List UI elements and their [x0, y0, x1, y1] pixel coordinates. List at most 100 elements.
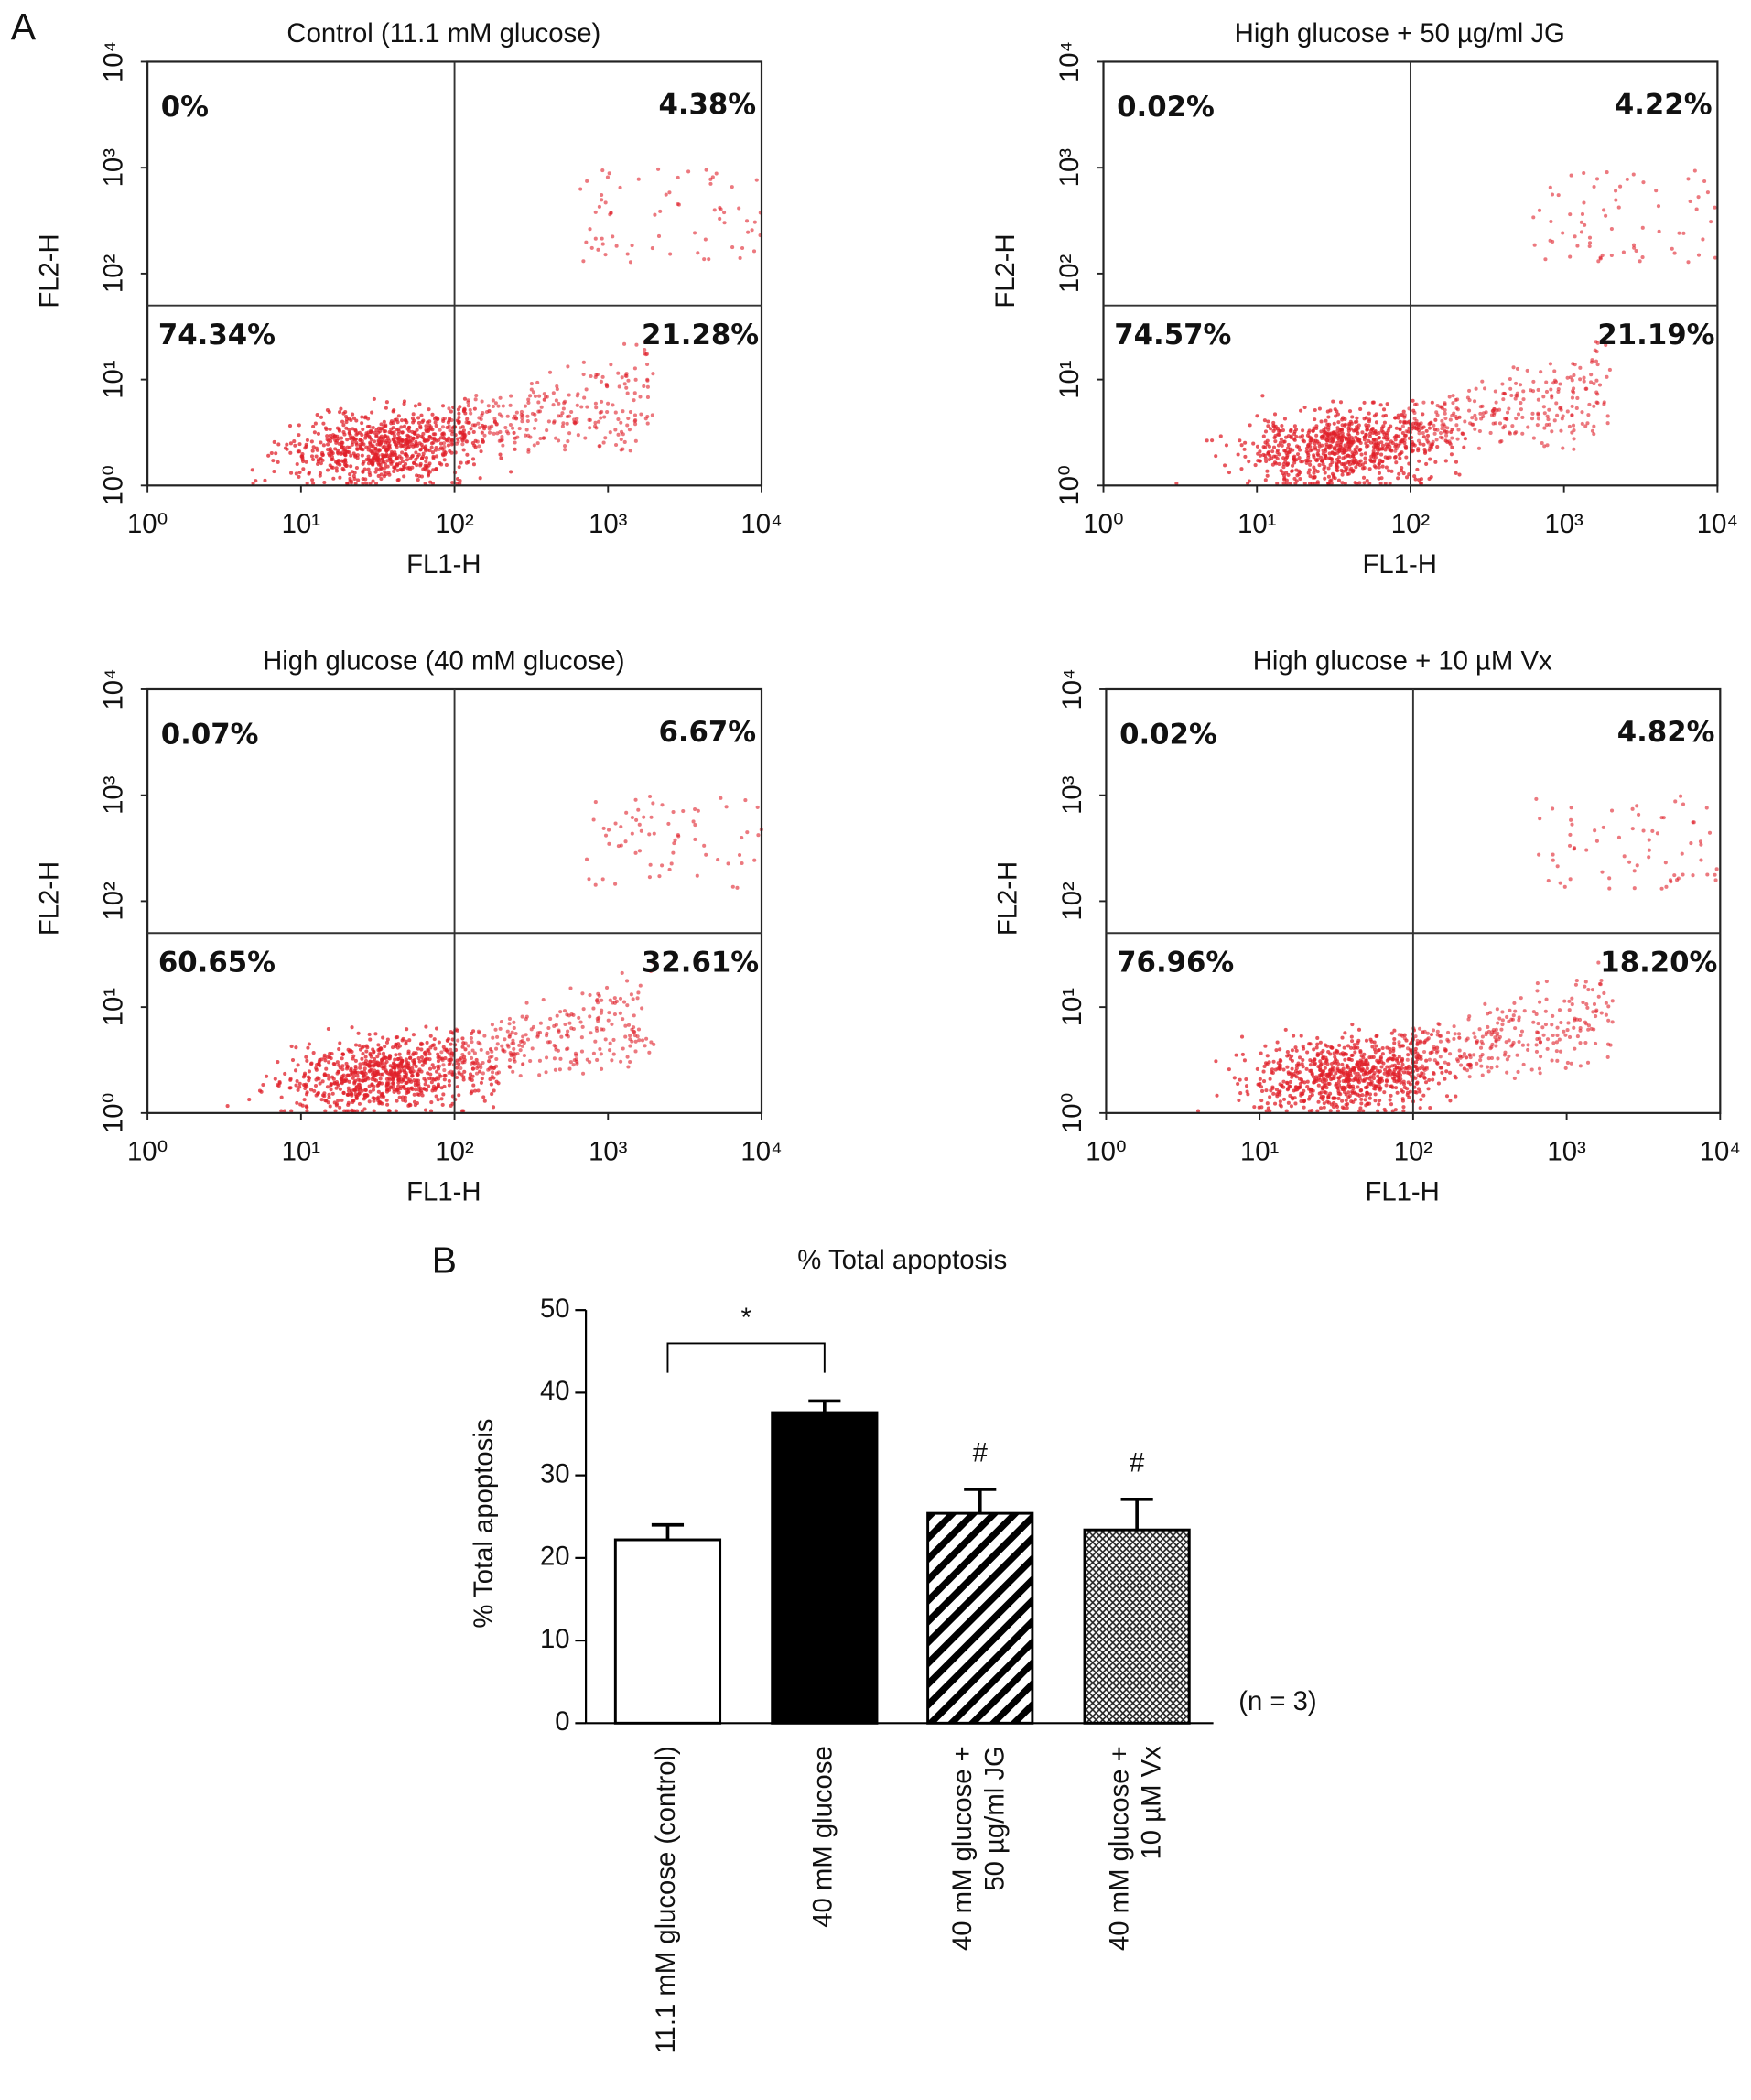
- event-dot: [1319, 1074, 1324, 1078]
- event-dot: [1294, 434, 1299, 439]
- y-axis-label: FL2-H: [993, 861, 1023, 936]
- event-dot: [695, 873, 699, 878]
- quadrant-label: 4.22%: [1615, 88, 1713, 121]
- event-dot: [1278, 1047, 1282, 1052]
- event-dot: [589, 1031, 593, 1035]
- x-tick-label: 10³: [589, 509, 628, 539]
- event-dot: [363, 1088, 368, 1092]
- event-dot: [1407, 1095, 1411, 1099]
- event-dot: [1276, 432, 1281, 437]
- event-dot: [1607, 367, 1612, 373]
- event-dot: [535, 441, 540, 446]
- event-dot: [1529, 1067, 1534, 1072]
- event-dot: [1364, 416, 1368, 420]
- event-dot: [1263, 478, 1268, 482]
- event-dot: [1289, 434, 1293, 438]
- event-dot: [1545, 1037, 1551, 1042]
- event-dot: [1343, 443, 1347, 448]
- event-dot: [1356, 1041, 1360, 1045]
- quadrant-label: 32.61%: [642, 946, 759, 979]
- event-dot: [560, 424, 565, 428]
- event-dot: [375, 450, 380, 455]
- event-dot: [603, 436, 608, 440]
- event-dot: [356, 478, 361, 482]
- event-dot: [1314, 433, 1319, 438]
- event-dot: [603, 833, 609, 838]
- event-dot: [730, 884, 735, 889]
- event-dot: [351, 412, 355, 417]
- event-dot: [1353, 1077, 1357, 1081]
- event-dot: [1599, 1011, 1604, 1015]
- event-dot: [608, 430, 612, 435]
- event-dot: [1271, 445, 1277, 449]
- event-dot: [466, 404, 470, 408]
- event-dot: [1353, 1070, 1357, 1075]
- event-dot: [282, 1109, 286, 1113]
- event-dot: [1594, 839, 1599, 843]
- event-dot: [1394, 434, 1399, 438]
- event-dot: [474, 1057, 479, 1063]
- event-dot: [364, 481, 369, 486]
- event-dot: [419, 1047, 424, 1052]
- event-dot: [385, 1082, 390, 1087]
- event-dot: [1354, 435, 1358, 439]
- event-dot: [1597, 383, 1603, 387]
- y-tick-label: 10¹: [99, 360, 129, 399]
- event-dot: [1409, 1049, 1413, 1054]
- event-dot: [1452, 1036, 1456, 1042]
- event-dot: [457, 415, 461, 420]
- event-dot: [287, 1086, 292, 1090]
- event-dot: [498, 395, 503, 400]
- event-dot: [1273, 439, 1278, 444]
- event-dot: [1515, 391, 1519, 395]
- event-dot: [1534, 1043, 1539, 1047]
- event-dot: [750, 228, 754, 233]
- event-dot: [1377, 461, 1381, 466]
- event-dot: [1340, 431, 1345, 436]
- event-dot: [613, 821, 618, 826]
- event-dot: [310, 449, 315, 453]
- event-dot: [543, 395, 548, 399]
- event-dot: [716, 858, 720, 862]
- event-dot: [1367, 423, 1371, 428]
- event-dot: [402, 474, 406, 479]
- event-dot: [1403, 444, 1408, 449]
- event-dot: [614, 244, 619, 248]
- event-dot: [1570, 430, 1574, 435]
- event-dot: [443, 1073, 448, 1077]
- event-dot: [1323, 464, 1327, 470]
- event-dot: [1542, 426, 1547, 430]
- event-dot: [1425, 433, 1431, 438]
- event-dot: [1312, 465, 1316, 470]
- event-dot: [1414, 1060, 1419, 1065]
- event-dot: [567, 431, 572, 436]
- event-dot: [633, 377, 638, 382]
- event-dot: [1448, 1099, 1453, 1103]
- event-dot: [355, 1070, 360, 1075]
- event-dot: [450, 481, 455, 485]
- event-dot: [460, 438, 465, 442]
- event-dot: [712, 208, 717, 212]
- event-dot: [392, 439, 396, 444]
- event-dot: [336, 1099, 340, 1103]
- event-dot: [1324, 418, 1328, 423]
- event-dot: [1543, 1009, 1548, 1013]
- event-dot: [305, 1109, 309, 1113]
- event-dot: [1519, 1029, 1525, 1034]
- event-dot: [611, 1052, 616, 1056]
- event-dot: [621, 1017, 625, 1022]
- event-dot: [505, 1029, 510, 1034]
- event-dot: [1275, 457, 1280, 461]
- y-tick-label: 10⁴: [1057, 668, 1087, 709]
- event-dot: [307, 1069, 312, 1074]
- event-dot: [1218, 434, 1223, 438]
- event-dot: [430, 1088, 435, 1093]
- event-dot: [1379, 440, 1384, 445]
- event-dot: [1400, 1089, 1405, 1094]
- event-dot: [1289, 1104, 1293, 1109]
- event-dot: [584, 387, 589, 392]
- event-dot: [476, 1088, 481, 1093]
- event-dot: [462, 1060, 467, 1065]
- event-dot: [1444, 433, 1449, 438]
- event-dot: [658, 209, 663, 213]
